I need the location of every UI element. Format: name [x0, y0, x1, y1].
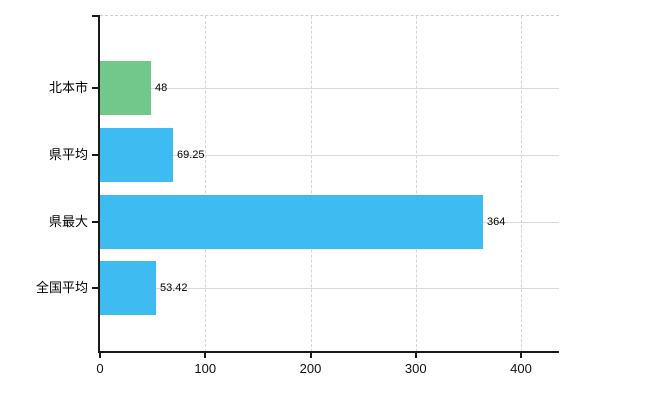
category-tick — [92, 287, 98, 289]
category-label-県最大: 県最大 — [48, 214, 88, 229]
x-axis-tick — [309, 353, 312, 358]
horizontal-gridline — [100, 155, 559, 156]
bar-北本市 — [100, 61, 151, 115]
vertical-gridline — [205, 16, 207, 352]
x-axis-tick-label: 400 — [510, 361, 532, 376]
vertical-gridline — [415, 16, 417, 352]
y-axis-line — [98, 15, 100, 352]
bar-value-label: 69.25 — [177, 149, 205, 161]
category-tick — [92, 87, 98, 89]
x-axis-tick — [99, 353, 101, 358]
bar-県最大 — [100, 195, 483, 249]
category-tick — [92, 154, 98, 156]
x-axis-tick — [520, 353, 522, 358]
category-label-県平均: 県平均 — [48, 147, 88, 162]
y-axis-top-tick — [92, 15, 98, 17]
x-axis-tick-label: 0 — [96, 361, 104, 376]
bar-value-label: 48 — [155, 82, 168, 94]
bar-県平均 — [100, 128, 173, 182]
x-axis-tick-label: 300 — [404, 361, 427, 376]
bar-value-label: 364 — [487, 216, 506, 228]
x-axis-tick-label: 100 — [194, 361, 217, 376]
category-label-全国平均: 全国平均 — [35, 280, 88, 295]
category-tick — [92, 221, 98, 223]
x-axis-tick — [204, 353, 207, 358]
vertical-gridline — [310, 16, 312, 352]
vertical-gridline — [521, 16, 522, 352]
horizontal-gridline — [100, 88, 559, 89]
bar-value-label: 53.42 — [160, 282, 188, 294]
plot-area-top-border — [100, 15, 559, 16]
x-axis-line — [98, 351, 559, 353]
x-axis-tick-label: 200 — [299, 361, 322, 376]
bar-全国平均 — [100, 261, 156, 315]
category-label-北本市: 北本市 — [48, 80, 88, 95]
x-axis-tick — [414, 353, 417, 358]
horizontal-gridline — [100, 288, 559, 289]
